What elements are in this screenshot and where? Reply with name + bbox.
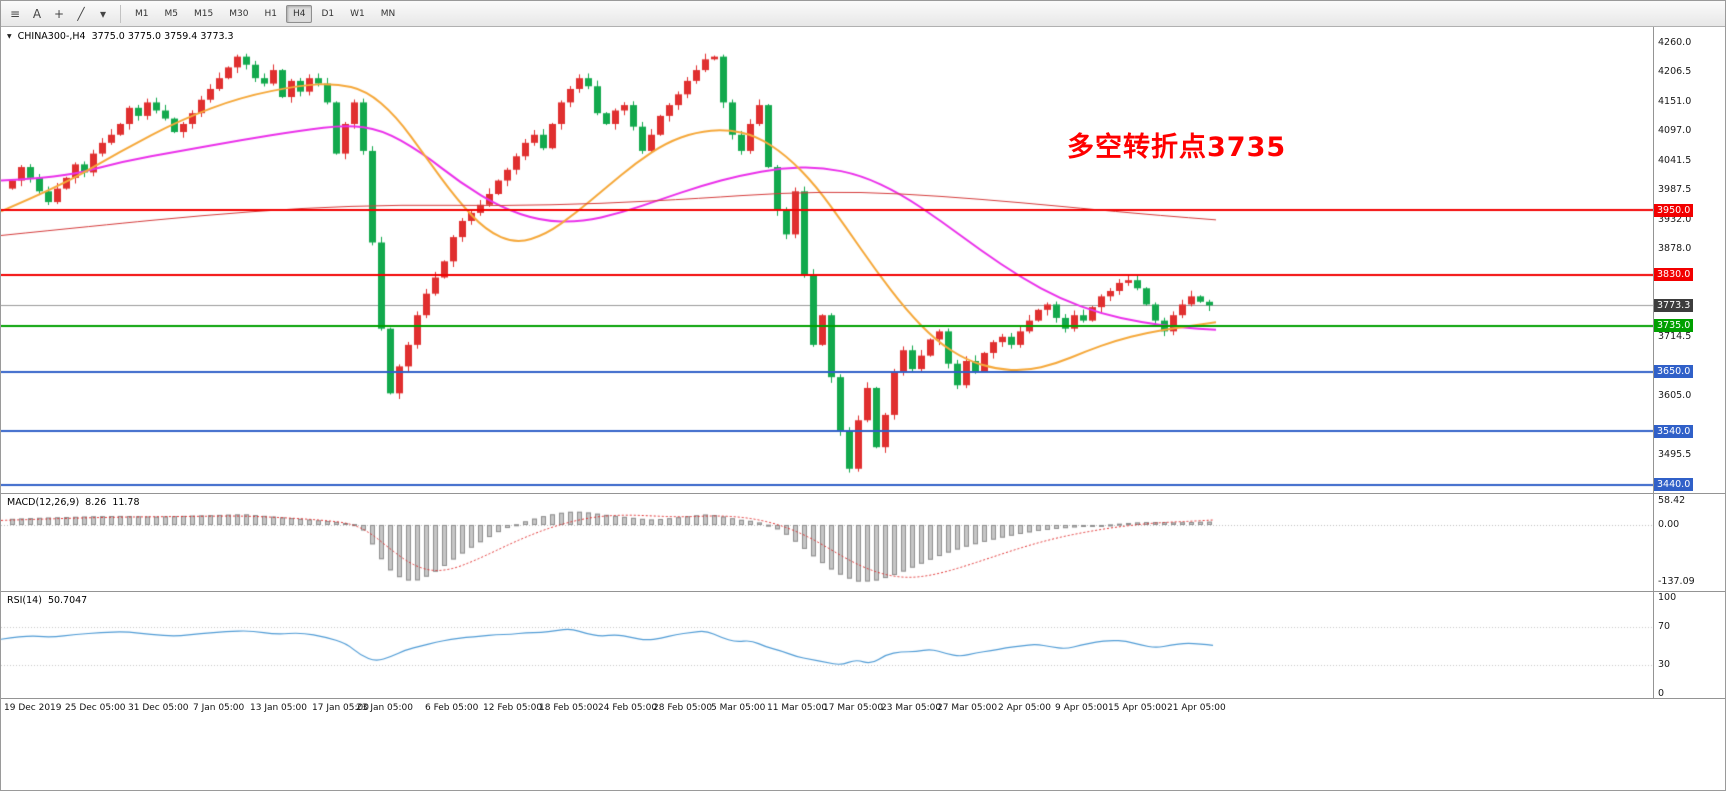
time-axis-label: 11 Mar 05:00	[767, 703, 828, 713]
dropdown-caret-icon[interactable]: ▾	[99, 6, 107, 21]
window-bottom-space	[1, 719, 1725, 790]
price-axis-label: 4206.5	[1658, 65, 1692, 77]
rsi-axis-label: 30	[1658, 659, 1671, 671]
price-axis-label: 4260.0	[1658, 37, 1692, 49]
timeframe-d1-button[interactable]: D1	[321, 8, 335, 19]
main-chart-panel: ▼ CHINA300-,H4 3775.0 3775.0 3759.4 3773…	[1, 27, 1725, 493]
macd-indicator-name: MACD(12,26,9)	[7, 497, 80, 508]
time-axis-label: 23 Jan 05:00	[356, 703, 413, 713]
time-axis-label: 2 Apr 05:00	[998, 703, 1051, 713]
main-chart-canvas[interactable]	[1, 27, 1653, 493]
macd-signal-value: 11.78	[112, 497, 140, 508]
time-axis-label: 25 Dec 05:00	[65, 703, 126, 713]
macd-label-row: MACD(12,26,9) 8.26 11.78	[7, 497, 140, 508]
macd-axis-label: -137.09	[1658, 575, 1695, 587]
macd-main-value: 8.26	[85, 497, 107, 508]
macd-panel: MACD(12,26,9) 8.26 11.78 58.42 0.00 -137.0…	[1, 493, 1725, 591]
time-axis-label: 31 Dec 05:00	[128, 703, 189, 713]
rsi-canvas[interactable]	[1, 592, 1653, 698]
rsi-panel: RSI(14) 50.7047 100 70 30 0	[1, 591, 1725, 698]
rsi-axis[interactable]: 100 70 30 0	[1653, 592, 1725, 698]
price-axis-label: 4151.0	[1658, 95, 1692, 107]
menu-icon[interactable]: ≡	[9, 6, 21, 21]
time-axis-label: 17 Jan 05:00	[312, 703, 369, 713]
text-tool-icon[interactable]: A	[32, 6, 42, 21]
price-axis-label: 3932.0	[1658, 213, 1692, 225]
time-axis-label: 17 Mar 05:00	[823, 703, 884, 713]
price-badge: 3773.3	[1654, 298, 1694, 312]
top-toolbar: ≡ A + ╱ ▾ M1 M5 M15 M30 H1 H4 D1 W1 MN	[1, 1, 1725, 27]
time-axis-label: 9 Apr 05:00	[1055, 703, 1108, 713]
price-axis-label: 4097.0	[1658, 124, 1692, 136]
macd-canvas[interactable]	[1, 494, 1653, 591]
time-axis-label: 24 Feb 05:00	[598, 703, 658, 713]
time-axis-label: 6 Feb 05:00	[425, 703, 479, 713]
price-badge: 3735.0	[1654, 319, 1694, 333]
macd-axis[interactable]: 58.42 0.00 -137.09	[1653, 494, 1725, 591]
price-badge: 3540.0	[1654, 424, 1694, 438]
time-axis-label: 7 Jan 05:00	[193, 703, 245, 713]
rsi-indicator-name: RSI(14)	[7, 595, 42, 606]
price-axis-label: 3878.0	[1658, 242, 1692, 254]
time-axis-label: 19 Dec 2019	[4, 703, 62, 713]
rsi-axis-label: 70	[1658, 620, 1671, 632]
timeframe-m15-button[interactable]: M15	[194, 8, 214, 19]
timeframe-mn-button[interactable]: MN	[380, 8, 396, 19]
price-axis-label: 3605.0	[1658, 390, 1692, 402]
time-axis-label: 18 Feb 05:00	[539, 703, 599, 713]
time-axis-label: 27 Mar 05:00	[937, 703, 998, 713]
timeframe-buttons-group: M1 M5 M15 M30 H1 H4 D1 W1 MN	[128, 4, 402, 23]
time-axis-label: 28 Feb 05:00	[653, 703, 713, 713]
time-axis-label: 23 Mar 05:00	[881, 703, 942, 713]
time-axis[interactable]: 19 Dec 2019 25 Dec 05:00 31 Dec 05:00 7 Jan…	[1, 698, 1725, 719]
price-badge: 3440.0	[1654, 478, 1694, 492]
rsi-label-row: RSI(14) 50.7047	[7, 595, 87, 606]
price-badge: 3950.0	[1654, 203, 1694, 217]
time-axis-label: 5 Mar 05:00	[711, 703, 766, 713]
price-axis-label: 4041.5	[1658, 154, 1692, 166]
time-axis-label: 12 Feb 05:00	[483, 703, 543, 713]
collapse-icon[interactable]: ▼	[7, 33, 12, 40]
macd-axis-label: 0.00	[1658, 518, 1680, 530]
timeframe-m1-button[interactable]: M1	[135, 8, 149, 19]
price-badge: 3830.0	[1654, 268, 1694, 282]
timeframe-m5-button[interactable]: M5	[164, 8, 179, 19]
trendline-tool-icon[interactable]: ╱	[77, 6, 85, 21]
time-axis-label: 21 Apr 05:00	[1167, 703, 1226, 713]
price-axis[interactable]: 4260.0 4206.5 4151.0 4097.0 4041.5 3987.5 3932…	[1653, 27, 1725, 493]
timeframe-h1-button[interactable]: H1	[264, 8, 277, 19]
drawing-tools-group: ≡ A + ╱ ▾	[5, 4, 113, 24]
price-axis-label: 3495.5	[1658, 449, 1692, 461]
price-badge: 3650.0	[1654, 365, 1694, 379]
price-axis-label: 3987.5	[1658, 183, 1692, 195]
timeframe-m30-button[interactable]: M30	[229, 8, 249, 19]
toolbar-separator	[120, 4, 121, 23]
rsi-axis-label: 100	[1658, 592, 1677, 603]
rsi-axis-label: 0	[1658, 688, 1665, 698]
chart-symbol-label: CHINA300-,H4	[17, 31, 86, 42]
timeframe-w1-button[interactable]: W1	[350, 8, 365, 19]
timeframe-h4-button[interactable]: H4	[285, 4, 313, 23]
time-axis-label: 13 Jan 05:00	[250, 703, 307, 713]
chart-annotation-text[interactable]: 多空转折点3735	[1067, 132, 1287, 163]
chart-title: ▼ CHINA300-,H4 3775.0 3775.0 3759.4 3773…	[7, 31, 234, 42]
chart-ohlc-values: 3775.0 3775.0 3759.4 3773.3	[91, 31, 234, 42]
rsi-value: 50.7047	[47, 595, 88, 606]
macd-axis-label: 58.42	[1658, 494, 1686, 506]
time-axis-label: 15 Apr 05:00	[1108, 703, 1167, 713]
crosshair-icon[interactable]: +	[53, 6, 65, 21]
price-axis-label: 3714.5	[1658, 331, 1692, 343]
